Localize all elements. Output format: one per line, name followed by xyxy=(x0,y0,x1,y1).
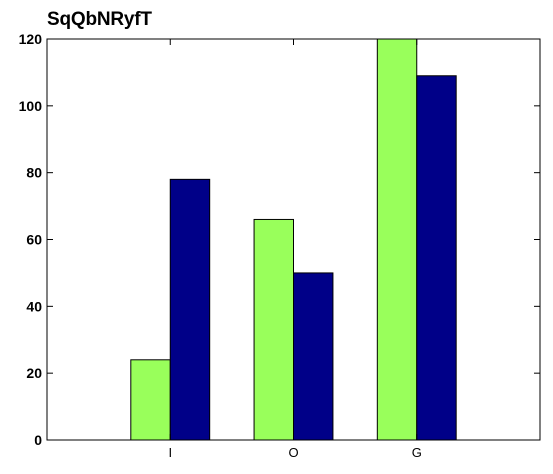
y-tick-label: 20 xyxy=(26,365,42,381)
bar-g-series-1 xyxy=(376,38,418,441)
x-tick-label: O xyxy=(288,445,298,460)
bar-o-series-1 xyxy=(253,218,294,441)
x-tick-label: G xyxy=(412,445,422,460)
y-tick-label: 80 xyxy=(26,165,42,181)
bar-i-series-2 xyxy=(169,178,211,441)
bars-layer xyxy=(130,38,457,441)
bar-g-series-2 xyxy=(416,75,457,441)
y-tick-label: 120 xyxy=(19,31,43,47)
x-tick-label: I xyxy=(168,445,172,460)
chart-title: SqQbNRyfT xyxy=(47,9,152,30)
y-tick-label: 40 xyxy=(26,298,42,314)
y-tick-label: 0 xyxy=(34,432,42,448)
axes-layer: 0 20 40 60 80 100 120 I O G xyxy=(19,31,541,460)
y-tick-label: 60 xyxy=(26,232,42,248)
y-tick-label: 100 xyxy=(19,98,43,114)
bar-i-series-1 xyxy=(130,359,171,441)
bar-o-series-2 xyxy=(293,272,334,441)
